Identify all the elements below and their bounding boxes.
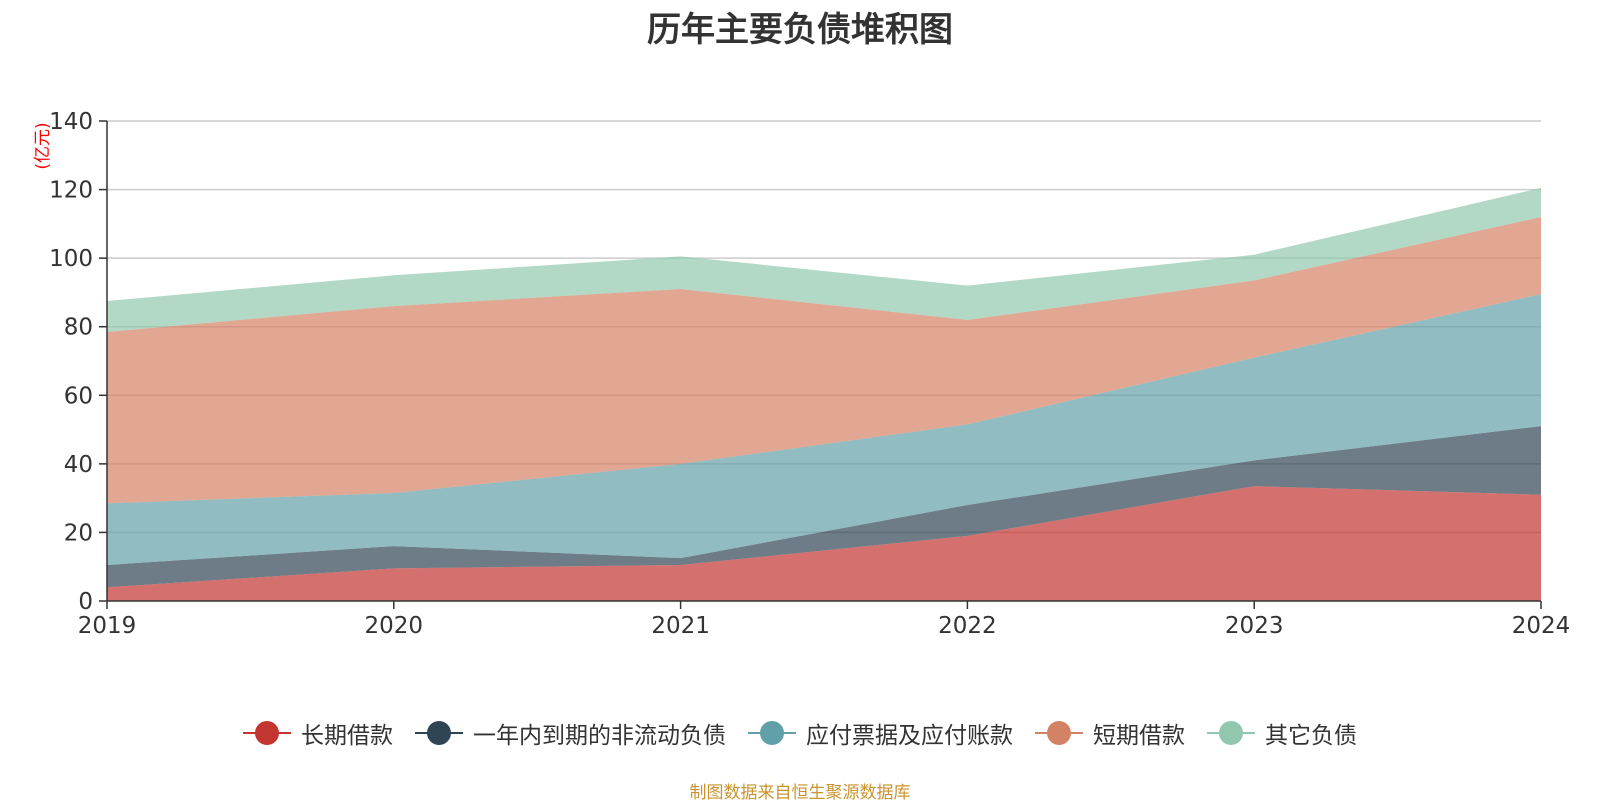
- legend-item[interactable]: 一年内到期的非流动负债: [415, 716, 726, 750]
- area-series-5: [107, 187, 1541, 332]
- y-tick-label: 140: [49, 109, 93, 135]
- y-axis-unit-label: (亿元): [33, 122, 53, 169]
- x-tick-label: 2020: [365, 613, 424, 639]
- x-tick-label: 2019: [78, 613, 137, 639]
- stacked-area-chart: 0 20 40 60 80 100 120 140 2019 2020 2021 2022 2023 20…: [33, 109, 1570, 639]
- x-tick-label: 2023: [1225, 613, 1284, 639]
- x-tick-label: 2021: [651, 613, 710, 639]
- area-series-1: [107, 486, 1541, 601]
- y-tick-label: 120: [49, 178, 93, 204]
- legend-marker: [243, 721, 291, 745]
- legend-item[interactable]: 长期借款: [243, 716, 393, 750]
- y-tick-label: 60: [64, 383, 93, 409]
- legend-marker: [415, 721, 463, 745]
- legend-marker: [1207, 721, 1255, 745]
- legend-item[interactable]: 应付票据及应付账款: [748, 716, 1013, 750]
- y-tick-label: 80: [64, 315, 93, 341]
- legend-label: 短期借款: [1093, 723, 1185, 749]
- legend-label: 长期借款: [301, 723, 393, 749]
- y-tick-label: 0: [78, 589, 93, 615]
- area-series-3: [107, 294, 1541, 565]
- y-tick-label: 40: [64, 452, 93, 478]
- axes: 0 20 40 60 80 100 120 140 2019 2020 2021 2022 2023 20…: [49, 109, 1570, 639]
- y-tick-label: 100: [49, 246, 93, 272]
- chart-title: 历年主要负债堆积图: [647, 10, 953, 50]
- area-series: [107, 187, 1541, 601]
- y-tick-label: 20: [64, 520, 93, 546]
- legend-marker: [748, 721, 796, 745]
- x-tick-label: 2022: [938, 613, 997, 639]
- data-source-note: 制图数据来自恒生聚源数据库: [689, 783, 911, 803]
- legend-marker: [1035, 721, 1083, 745]
- legend-item[interactable]: 其它负债: [1207, 716, 1357, 750]
- legend-label: 其它负债: [1265, 723, 1357, 749]
- legend-item[interactable]: 短期借款: [1035, 716, 1185, 750]
- x-tick-label: 2024: [1512, 613, 1571, 639]
- legend-label: 一年内到期的非流动负债: [473, 723, 726, 749]
- legend: 长期借款 一年内到期的非流动负债 应付票据及应付账款 短期借款 其它负债: [0, 716, 1600, 750]
- area-series-4: [107, 217, 1541, 504]
- area-series-2: [107, 426, 1541, 588]
- legend-label: 应付票据及应付账款: [806, 723, 1013, 749]
